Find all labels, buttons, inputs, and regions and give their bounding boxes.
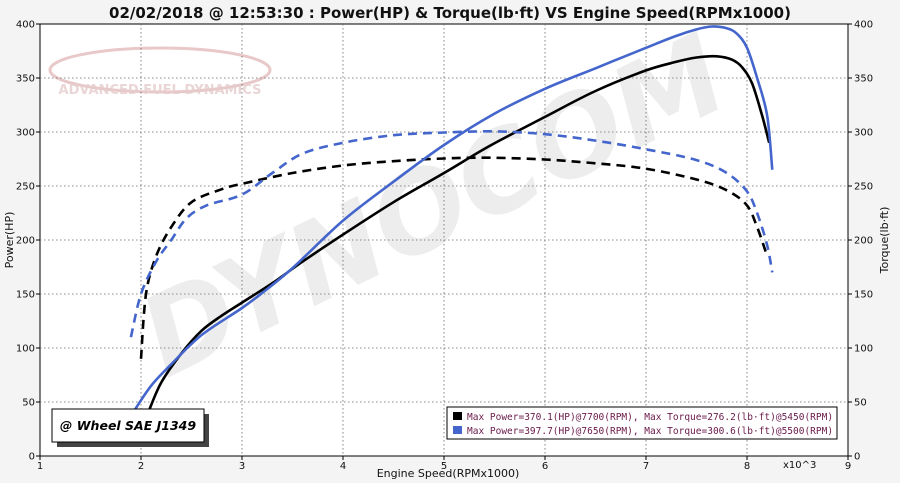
y-tick-label-left: 100 bbox=[16, 344, 35, 355]
watermark-logo-text: ADVANCED FUEL DYNAMICS bbox=[59, 83, 262, 98]
y-tick-label-right: 300 bbox=[854, 128, 873, 139]
badge-sae: @ Wheel SAE J1349 bbox=[51, 408, 209, 447]
y-tick-label-right: 350 bbox=[854, 74, 873, 85]
legend-swatch-blue bbox=[453, 426, 462, 434]
y-tick-label-left: 150 bbox=[16, 290, 35, 301]
y-tick-label-right: 0 bbox=[854, 452, 860, 463]
y-tick-label-left: 300 bbox=[16, 128, 35, 139]
y-tick-label-left: 200 bbox=[16, 236, 35, 247]
x-axis-multiplier: x10^3 bbox=[783, 460, 816, 471]
y-tick-label-left: 350 bbox=[16, 74, 35, 85]
y-tick-label-right: 100 bbox=[854, 344, 873, 355]
y-tick-label-right: 50 bbox=[854, 398, 867, 409]
y-tick-label-left: 400 bbox=[16, 20, 35, 31]
legend-swatch-black bbox=[453, 412, 462, 420]
y-tick-label-right: 150 bbox=[854, 290, 873, 301]
legend: Max Power=370.1(HP)@7700(RPM), Max Torqu… bbox=[446, 406, 838, 440]
legend-box bbox=[446, 406, 838, 440]
x-axis-label: Engine Speed(RPMx1000) bbox=[377, 467, 520, 480]
y-tick-label-right: 200 bbox=[854, 236, 873, 247]
legend-entry-black: Max Power=370.1(HP)@7700(RPM), Max Torqu… bbox=[467, 412, 833, 423]
x-tick-label: 7 bbox=[643, 461, 649, 472]
y-axis-label-left: Power(HP) bbox=[3, 212, 16, 269]
badge-box bbox=[51, 408, 205, 443]
x-tick-label: 2 bbox=[138, 461, 144, 472]
badge-text: @ Wheel SAE J1349 bbox=[60, 418, 196, 433]
chart-title: 02/02/2018 @ 12:53:30 : Power(HP) & Torq… bbox=[109, 4, 791, 22]
x-tick-label: 8 bbox=[744, 461, 750, 472]
y-tick-label-left: 50 bbox=[22, 398, 35, 409]
power-line-black bbox=[146, 54, 771, 414]
y-tick-label-left: 250 bbox=[16, 182, 35, 193]
x-tick-label: 5 bbox=[441, 461, 447, 472]
x-tick-label: 4 bbox=[340, 461, 346, 472]
y-axis-label-right: Torque(lb·ft) bbox=[878, 207, 891, 275]
y-tick-label-left: 0 bbox=[29, 452, 35, 463]
torque-line-black bbox=[139, 156, 769, 359]
y-tick-label-right: 250 bbox=[854, 182, 873, 193]
x-tick-label: 3 bbox=[239, 461, 245, 472]
legend-entry-blue: Max Power=397.7(HP)@7650(RPM), Max Torqu… bbox=[467, 426, 833, 437]
grid-lines bbox=[40, 24, 848, 456]
x-tick-label: 6 bbox=[542, 461, 548, 472]
x-tick-label: 1 bbox=[37, 461, 43, 472]
watermark-swoosh-icon bbox=[48, 46, 272, 94]
y-tick-label-right: 400 bbox=[854, 20, 873, 31]
torque-line-blue bbox=[129, 130, 774, 338]
series-lines bbox=[129, 25, 774, 414]
power-line-blue bbox=[131, 25, 774, 414]
x-tick-label: 9 bbox=[845, 461, 851, 472]
